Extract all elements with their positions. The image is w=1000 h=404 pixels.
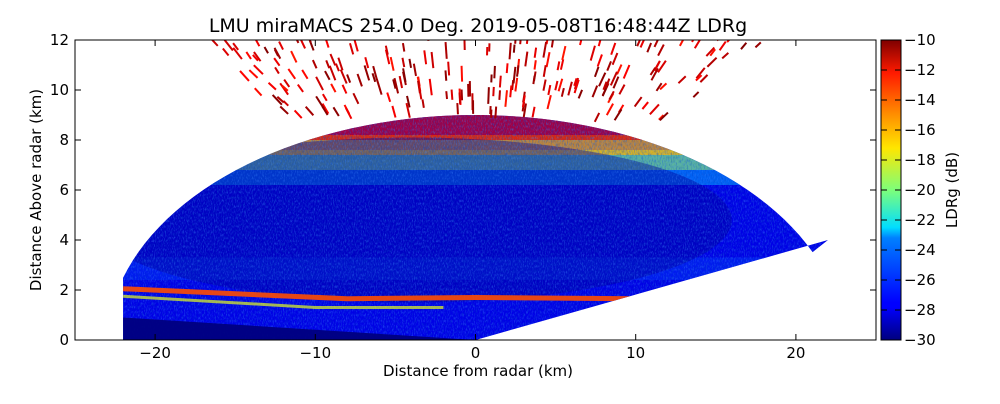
noise-dash (462, 66, 463, 82)
colorbar-tick-label: −16 (904, 121, 936, 139)
colorbar-tick-label: −12 (904, 61, 936, 79)
x-axis-label: Distance from radar (km) (383, 362, 573, 380)
colorbar-tick-label: −30 (904, 331, 936, 349)
noise-dash (460, 92, 461, 103)
colorbar-tick-label: −24 (904, 241, 936, 259)
noise-dash (535, 48, 536, 58)
noise-dash (494, 66, 495, 78)
colorbar-label: LDRg (dB) (943, 152, 961, 228)
noise-dash (535, 60, 536, 69)
noise-dash (457, 103, 458, 114)
colorbar-tick-label: −20 (904, 181, 936, 199)
x-tick-label: 10 (626, 344, 645, 362)
noise-dash (495, 107, 496, 119)
noise-dash (445, 70, 446, 80)
colorbar-tick-label: −26 (904, 271, 936, 289)
noise-dash (493, 87, 494, 96)
noise-dash (488, 87, 489, 104)
y-axis-label: Distance Above radar (km) (27, 89, 45, 291)
noise-dash (514, 45, 515, 53)
x-tick-label: 20 (786, 344, 805, 362)
colorbar-tick-label: −10 (904, 31, 936, 49)
colorbar-tick-label: −18 (904, 151, 936, 169)
noise-dash (403, 43, 404, 51)
y-tick-label: 2 (59, 281, 69, 299)
colorbar-tick-label: −22 (904, 211, 936, 229)
noise-dash (446, 91, 447, 99)
y-tick-label: 10 (50, 81, 69, 99)
chart-title: LMU miraMACS 254.0 Deg. 2019-05-08T16:48… (209, 15, 747, 37)
y-tick-label: 4 (59, 231, 69, 249)
noise-dash (448, 62, 449, 76)
noise-dash (533, 76, 534, 84)
noise-dash (499, 90, 500, 100)
noise-dash (510, 86, 511, 98)
noise-dash (510, 43, 511, 59)
noise-dash (500, 76, 501, 88)
noise-dash (422, 99, 423, 107)
y-tick-label: 8 (59, 131, 69, 149)
noise-dash (507, 63, 508, 73)
x-tick-label: −20 (139, 344, 171, 362)
colorbar-tick-label: −28 (904, 301, 936, 319)
x-tick-label: 0 (471, 344, 481, 362)
y-tick-label: 0 (59, 331, 69, 349)
noise-dash (517, 65, 518, 76)
y-tick-label: 6 (59, 181, 69, 199)
colorbar-tick-label: −14 (904, 91, 936, 109)
noise-dash (452, 90, 453, 100)
y-tick-label: 12 (50, 31, 69, 49)
noise-dash (446, 42, 447, 59)
x-tick-label: −10 (299, 344, 331, 362)
